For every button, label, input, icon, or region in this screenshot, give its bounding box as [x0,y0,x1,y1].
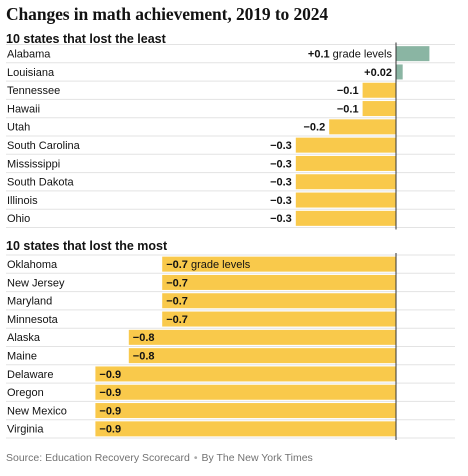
value-label: +0.02 [364,67,392,79]
value-label: −0.3 [270,158,292,170]
category-label: New Jersey [7,277,65,289]
value-label: −0.1 [337,85,359,97]
category-label: New Mexico [7,405,67,417]
bar-tennessee [362,82,396,98]
source-text: Source: Education Recovery Scorecard [6,452,190,464]
category-label: Illinois [7,195,38,207]
bar-alabama [396,46,430,62]
value-label: −0.1 [337,103,359,115]
value-label: −0.8 [133,351,155,363]
value-label: −0.7 [166,296,188,308]
bar-minnesota [162,311,396,327]
bar-south-dakota [295,174,396,190]
section-heading-most: 10 states that lost the most [6,239,168,253]
value-label: −0.8 [133,332,155,344]
category-label: Ohio [7,213,30,225]
category-label: Alabama [7,49,51,61]
bar-ohio [295,210,396,226]
value-label: −0.7 grade levels [166,259,251,271]
category-label: Oregon [7,387,44,399]
bar-new-jersey [162,274,396,290]
chart-title: Changes in math achievement, 2019 to 202… [6,4,329,24]
category-label: Delaware [7,369,53,381]
value-label: +0.1 grade levels [308,49,393,61]
category-label: South Carolina [7,140,81,152]
value-label: −0.3 [270,177,292,189]
value-label: −0.3 [270,195,292,207]
bar-maine [128,348,397,364]
category-label: Maine [7,351,37,363]
bar-illinois [295,192,396,208]
value-label: −0.7 [166,277,188,289]
separator-dot: • [193,452,198,464]
value-label: −0.9 [99,387,121,399]
category-label: Oklahoma [7,259,58,271]
category-label: Minnesota [7,314,59,326]
category-label: South Dakota [7,177,75,189]
value-label: −0.9 [99,424,121,436]
value-label: −0.9 [99,369,121,381]
source-line: Source: Education Recovery Scorecard • By … [6,452,313,464]
value-label: −0.9 [99,405,121,417]
category-label: Mississippi [7,158,60,170]
bar-alaska [128,329,397,345]
bar-oklahoma [162,256,396,272]
category-label: Hawaii [7,103,40,115]
bar-mississippi [295,155,396,171]
bar-south-carolina [295,137,396,153]
bar-louisiana [396,64,403,80]
bar-utah [329,119,396,135]
value-label: −0.2 [303,122,325,134]
byline-text: By The New York Times [201,452,313,464]
category-label: Utah [7,122,30,134]
value-label: −0.7 [166,314,188,326]
category-label: Tennessee [7,85,60,97]
category-label: Maryland [7,296,52,308]
value-label: −0.3 [270,213,292,225]
category-label: Virginia [7,424,44,436]
category-label: Louisiana [7,67,55,79]
section-heading-least: 10 states that lost the least [6,32,166,46]
bar-delaware [95,366,397,382]
bar-oregon [95,384,397,400]
category-label: Alaska [7,332,41,344]
bar-maryland [162,293,396,309]
bar-new-mexico [95,403,397,419]
value-label: −0.3 [270,140,292,152]
bar-hawaii [362,101,396,117]
bar-virginia [95,421,397,437]
